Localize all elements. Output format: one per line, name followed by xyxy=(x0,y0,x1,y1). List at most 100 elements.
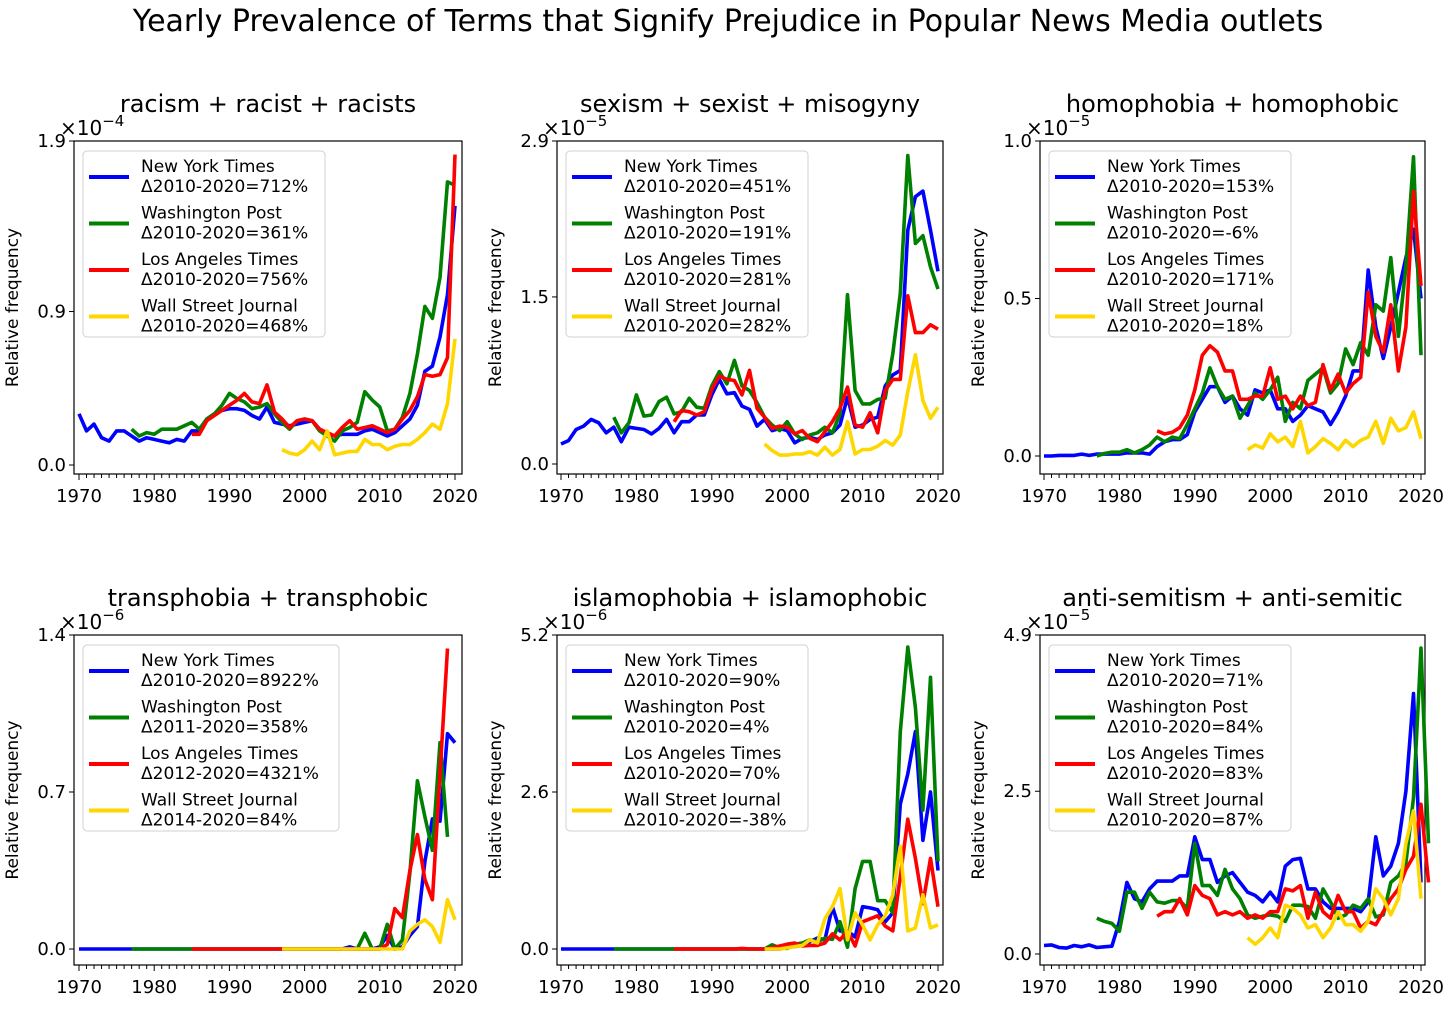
x-tick-label: 2020 xyxy=(1398,486,1444,507)
legend-label: Los Angeles Times xyxy=(624,744,782,764)
y-axis-label: Relative frequency xyxy=(3,720,23,879)
y-tick-label: 0.7 xyxy=(37,782,66,803)
legend-delta: Δ2010-2020=468% xyxy=(141,317,308,337)
legend-label: Los Angeles Times xyxy=(624,250,782,270)
panel-title: homophobia + homophobic xyxy=(1066,90,1399,118)
x-tick-label: 1970 xyxy=(56,977,102,998)
figure-title: Yearly Prevalence of Terms that Signify … xyxy=(132,4,1324,39)
x-tick-label: 2010 xyxy=(840,486,886,507)
x-tick-label: 1970 xyxy=(56,486,102,507)
series-line-los-angeles-times xyxy=(672,293,939,444)
legend-delta: Δ2010-2020=191% xyxy=(624,224,791,244)
legend-delta: Δ2010-2020=281% xyxy=(624,270,791,290)
legend-label: Los Angeles Times xyxy=(141,250,299,270)
x-tick-label: 1990 xyxy=(1172,977,1218,998)
legend-delta: Δ2010-2020=70% xyxy=(624,764,780,784)
legend-delta: Δ2010-2020=712% xyxy=(141,177,308,197)
x-tick-label: 2010 xyxy=(357,977,403,998)
legend-label: New York Times xyxy=(1107,651,1241,671)
y-axis-label: Relative frequency xyxy=(486,228,506,387)
x-tick-label: 1970 xyxy=(538,977,584,998)
legend-label: Washington Post xyxy=(624,204,765,224)
legend-label: Washington Post xyxy=(141,204,282,224)
x-tick-label: 1990 xyxy=(689,977,735,998)
axis-multiplier: ×10−5 xyxy=(543,112,607,140)
x-tick-label: 2000 xyxy=(282,486,328,507)
legend-delta: Δ2014-2020=84% xyxy=(141,811,297,831)
legend-delta: Δ2010-2020=451% xyxy=(624,177,791,197)
legend-delta: Δ2010-2020=-6% xyxy=(1107,224,1259,244)
legend-delta: Δ2012-2020=4321% xyxy=(141,764,319,784)
y-tick-label: 1.4 xyxy=(37,625,66,646)
legend-label: Los Angeles Times xyxy=(141,744,299,764)
series-line-new-york-times xyxy=(1043,691,1423,950)
series-line-los-angeles-times xyxy=(674,817,940,951)
legend-label: Los Angeles Times xyxy=(1107,744,1265,764)
series-line-los-angeles-times xyxy=(1156,802,1431,930)
y-tick-label: 0.0 xyxy=(520,939,549,960)
y-tick-label: 0.0 xyxy=(37,939,66,960)
x-tick-label: 1980 xyxy=(1096,486,1142,507)
axis-multiplier: ×10−6 xyxy=(60,606,124,634)
legend-label: New York Times xyxy=(624,651,758,671)
plot-frame xyxy=(73,634,463,966)
y-tick-label: 0.0 xyxy=(1003,944,1032,965)
legend-box xyxy=(1048,644,1292,832)
y-tick-label: 2.6 xyxy=(520,782,549,803)
legend-label: Wall Street Journal xyxy=(1107,297,1264,317)
y-tick-label: 0.9 xyxy=(37,302,66,323)
legend-delta: Δ2010-2020=756% xyxy=(141,270,308,290)
x-tick-label: 1980 xyxy=(131,977,177,998)
legend-label: New York Times xyxy=(624,157,758,177)
legend-delta: Δ2010-2020=90% xyxy=(624,671,780,691)
legend-delta: Δ2010-2020=282% xyxy=(624,317,791,337)
legend-delta: Δ2010-2020=361% xyxy=(141,224,308,244)
legend-label: Washington Post xyxy=(141,698,282,718)
series-line-los-angeles-times xyxy=(191,154,457,438)
series-line-wall-street-journal xyxy=(282,897,457,951)
legend-delta: Δ2010-2020=18% xyxy=(1107,317,1263,337)
x-tick-label: 2000 xyxy=(282,977,328,998)
legend-delta: Δ2010-2020=87% xyxy=(1107,811,1263,831)
panel-title: transphobia + transphobic xyxy=(108,584,429,612)
axis-multiplier: ×10−4 xyxy=(60,112,124,140)
legend-delta: Δ2010-2020=83% xyxy=(1107,764,1263,784)
x-tick-label: 2020 xyxy=(432,486,478,507)
x-tick-label: 1990 xyxy=(206,977,252,998)
legend-box xyxy=(565,150,809,338)
axis-multiplier: ×10−5 xyxy=(1026,112,1090,140)
x-tick-label: 2020 xyxy=(432,977,478,998)
x-tick-label: 2000 xyxy=(1247,977,1293,998)
legend-delta: Δ2010-2020=171% xyxy=(1107,270,1274,290)
series-line-wall-street-journal xyxy=(1246,410,1423,455)
series-line-los-angeles-times xyxy=(1156,189,1423,436)
legend-label: New York Times xyxy=(141,651,275,671)
series-line-wall-street-journal xyxy=(1246,808,1423,947)
legend-label: Wall Street Journal xyxy=(141,297,298,317)
legend-box xyxy=(1048,150,1292,338)
legend-delta: Δ2010-2020=-38% xyxy=(624,811,786,831)
legend-label: Los Angeles Times xyxy=(1107,250,1265,270)
legend-delta: Δ2010-2020=153% xyxy=(1107,177,1274,197)
legend-box xyxy=(82,644,340,832)
y-tick-label: 2.5 xyxy=(1003,781,1032,802)
x-tick-label: 2000 xyxy=(764,486,810,507)
panel-title: racism + racist + racists xyxy=(120,90,416,118)
x-tick-label: 2010 xyxy=(840,977,886,998)
x-tick-label: 2010 xyxy=(1323,977,1369,998)
y-tick-label: 0.5 xyxy=(1003,289,1032,310)
y-tick-label: 4.9 xyxy=(1003,625,1032,646)
legend-label: New York Times xyxy=(1107,157,1241,177)
axis-multiplier: ×10−6 xyxy=(543,606,607,634)
panel-title: anti-semitism + anti-semitic xyxy=(1062,584,1403,612)
axis-multiplier: ×10−5 xyxy=(1026,606,1090,634)
plot-frame xyxy=(73,140,463,475)
x-tick-label: 1990 xyxy=(206,486,252,507)
panel-title: islamophobia + islamophobic xyxy=(573,584,928,612)
x-tick-label: 1980 xyxy=(131,486,177,507)
y-tick-label: 2.9 xyxy=(520,131,549,152)
x-tick-label: 1990 xyxy=(689,486,735,507)
legend-box xyxy=(82,150,326,338)
x-tick-label: 1990 xyxy=(1172,486,1218,507)
